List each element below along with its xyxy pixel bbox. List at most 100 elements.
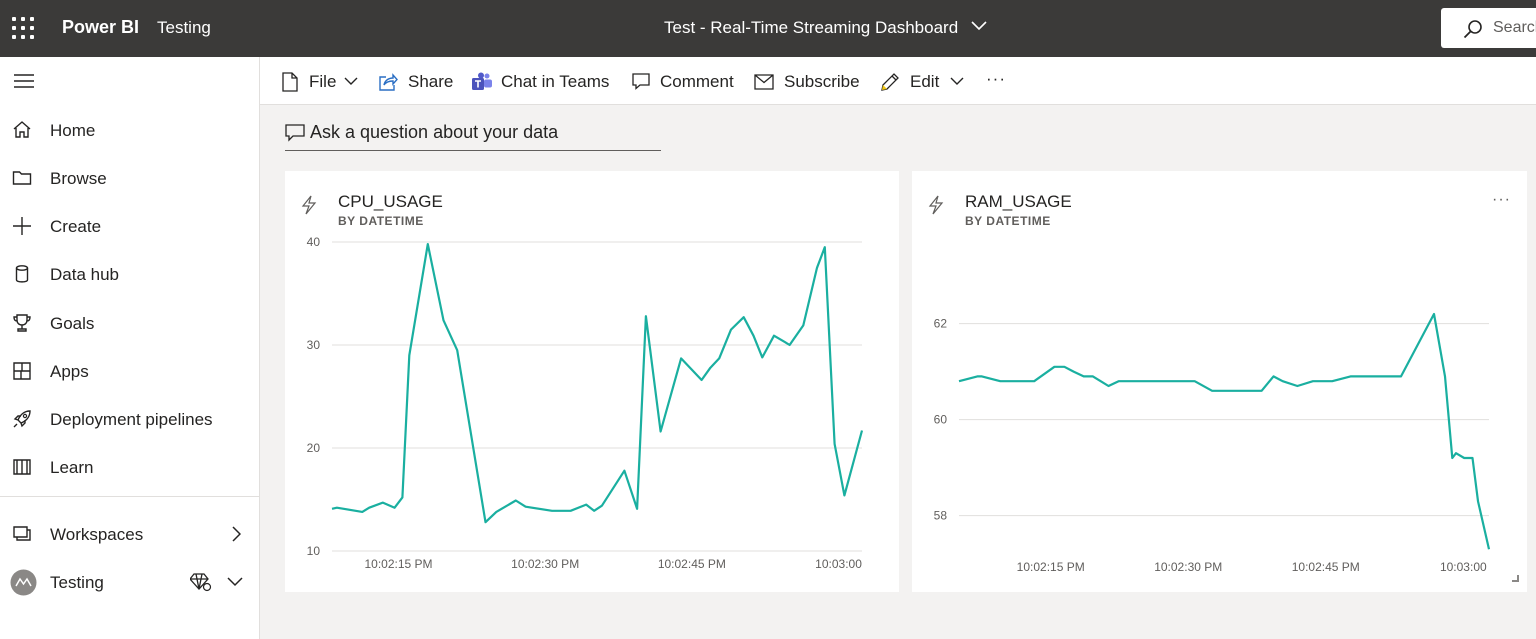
file-label: File [309,72,337,91]
edit-label: Edit [910,72,940,91]
app-launcher-icon[interactable] [12,17,34,39]
y-tick-label: 60 [934,413,948,427]
dashboard-title[interactable]: Test - Real-Time Streaming Dashboard [664,18,987,38]
pencil-icon [881,73,899,91]
nav-label: Learn [50,458,94,477]
ram-usage-tile[interactable]: RAM_USAGE BY DATETIME ··· 58 60 62 10:02:15… [912,171,1527,592]
y-tick-label: 40 [307,235,321,249]
top-bar: Power BI Testing Test - Real-Time Stream… [0,0,1536,57]
lightning-bolt-icon [928,195,944,215]
home-icon [13,121,31,138]
qa-placeholder: Ask a question about your data [310,122,559,142]
rocket-icon [13,410,31,428]
hamburger-menu-icon[interactable] [13,73,35,89]
comment-button[interactable]: Comment [632,71,738,93]
share-label: Share [408,72,454,91]
trophy-icon [13,314,31,332]
nav-item-deployment-pipelines[interactable]: Deployment pipelines [0,399,259,439]
tile-subtitle: BY DATETIME [965,214,1051,228]
x-tick-label: 10:02:45 PM [1292,560,1360,574]
x-tick-label: 10:02:30 PM [511,557,579,571]
mail-icon [754,74,774,90]
nav-item-goals[interactable]: Goals [0,303,259,343]
teams-icon [472,72,492,90]
nav-label: Data hub [50,265,119,284]
chevron-down-icon [971,21,987,31]
brand-logo-text[interactable]: Power BI [62,17,140,37]
qa-input[interactable]: Ask a question about your data [285,118,661,151]
nav-item-create[interactable]: Create [0,206,259,246]
lightning-bolt-icon [301,195,317,215]
nav-item-learn[interactable]: Learn [0,447,259,487]
chevron-down-icon [950,77,964,85]
ram-usage-line-chart: 58 60 62 10:02:15 PM 10:02:30 PM 10:02:45 PM 1… [934,312,1491,574]
book-icon [13,459,31,475]
nav-label: Create [50,217,102,236]
x-tick-label: 10:02:45 PM [658,557,726,571]
search-input[interactable]: Search [1441,8,1536,48]
tile-title: CPU_USAGE [338,192,443,211]
workspaces-icon [13,526,31,541]
comment-label: Comment [660,72,734,91]
workspace-avatar-icon [10,569,37,596]
nav-label: Browse [50,169,107,188]
nav-item-apps[interactable]: Apps [0,351,259,391]
search-icon [1463,20,1482,39]
apps-icon [13,362,31,380]
nav-label: Apps [50,362,89,381]
share-button[interactable]: Share [378,71,454,93]
nav-item-current-workspace[interactable]: Testing [0,562,259,602]
tile-more-options-button[interactable]: ··· [1492,191,1511,208]
subscribe-button[interactable]: Subscribe [754,71,864,93]
y-tick-label: 10 [307,544,321,558]
command-bar: File Share Chat in Teams Comment Subscri… [260,57,1536,105]
file-menu-button[interactable]: File [282,71,362,93]
nav-item-home[interactable]: Home [0,110,259,150]
y-tick-label: 30 [307,338,321,352]
comment-icon [285,124,305,142]
subscribe-label: Subscribe [784,72,860,91]
resize-handle[interactable] [1512,575,1519,582]
chat-label: Chat in Teams [501,72,610,91]
nav-item-workspaces[interactable]: Workspaces [0,514,259,554]
cpu-usage-line-chart: 10 20 30 40 10:02:15 PM 10:02:30 PM 10:02:45 P… [307,235,864,571]
nav-item-data-hub[interactable]: Data hub [0,254,259,294]
search-placeholder: Search [1493,19,1536,36]
series-line[interactable] [958,312,1491,550]
nav-divider [0,496,259,497]
nav-label: Deployment pipelines [50,410,213,429]
x-tick-label: 10:02:15 PM [364,557,432,571]
plus-icon [13,217,31,235]
dashboard-title-text: Test - Real-Time Streaming Dashboard [664,18,959,37]
nav-label: Home [50,121,96,140]
y-tick-label: 62 [934,317,948,331]
x-tick-label: 10:03:00 [1440,560,1487,574]
nav-item-browse[interactable]: Browse [0,158,259,198]
workspace-name[interactable]: Testing [157,18,211,37]
edit-menu-button[interactable]: Edit [880,71,968,93]
cpu-usage-tile[interactable]: CPU_USAGE BY DATETIME 10 20 30 40 10:02:15 P… [285,171,899,592]
nav-label: Workspaces [50,525,144,544]
chevron-down-icon[interactable] [227,577,243,587]
comment-icon [632,73,650,90]
chat-in-teams-button[interactable]: Chat in Teams [472,71,614,93]
chevron-right-icon [232,526,241,542]
left-navigation: Home Browse Create Data hub Goals Apps D… [0,57,260,639]
more-options-button[interactable]: ··· [986,69,1010,93]
nav-label: Testing [50,573,104,592]
y-tick-label: 20 [307,441,321,455]
database-icon [15,265,29,283]
y-tick-label: 58 [934,509,948,523]
nav-label: Goals [50,314,95,333]
more-options-icon: ··· [986,69,1006,88]
share-icon [379,73,398,91]
chevron-down-icon [344,77,358,85]
x-tick-label: 10:02:30 PM [1154,560,1222,574]
x-tick-label: 10:03:00 [815,557,862,571]
folder-icon [12,171,32,185]
x-tick-label: 10:02:15 PM [1017,560,1085,574]
series-line[interactable] [331,242,864,524]
tile-subtitle: BY DATETIME [338,214,424,228]
tile-title: RAM_USAGE [965,192,1072,211]
file-icon [282,72,298,92]
